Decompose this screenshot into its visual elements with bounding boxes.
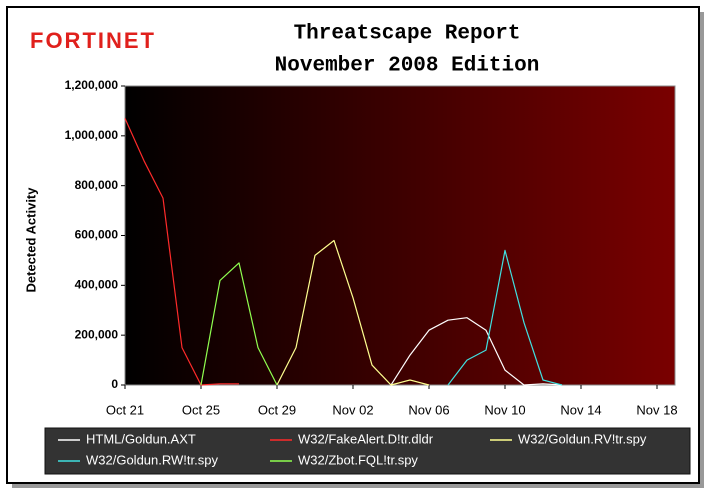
brand-logo: FORTINET bbox=[30, 28, 156, 53]
x-tick-label: Nov 02 bbox=[332, 402, 373, 417]
series-line bbox=[124, 118, 239, 386]
series-line bbox=[276, 239, 430, 386]
legend-label: W32/Goldun.RW!tr.spy bbox=[86, 452, 218, 467]
legend-label: W32/Zbot.FQL!tr.spy bbox=[298, 452, 418, 467]
x-tick-label: Nov 06 bbox=[408, 402, 449, 417]
x-tick-label: Nov 10 bbox=[484, 402, 525, 417]
y-tick-label: 600,000 bbox=[75, 228, 119, 242]
x-tick-label: Oct 21 bbox=[106, 402, 144, 417]
x-tick-label: Oct 29 bbox=[258, 402, 296, 417]
y-tick-label: 1,000,000 bbox=[65, 128, 119, 142]
y-tick-label: 400,000 bbox=[75, 278, 119, 292]
legend-label: HTML/Goldun.AXT bbox=[86, 431, 196, 446]
y-tick-label: 1,200,000 bbox=[65, 78, 119, 92]
y-tick-label: 800,000 bbox=[75, 178, 119, 192]
chart-subtitle: November 2008 Edition bbox=[275, 55, 540, 78]
legend-label: W32/Goldun.RV!tr.spy bbox=[518, 431, 647, 446]
y-axis-label: Detected Activity bbox=[23, 187, 38, 293]
y-tick-label: 0 bbox=[111, 377, 118, 391]
y-tick-label: 200,000 bbox=[75, 327, 119, 341]
x-tick-label: Oct 25 bbox=[182, 402, 220, 417]
legend bbox=[44, 427, 691, 475]
series-line bbox=[447, 249, 563, 386]
chart-title: Threatscape Report bbox=[294, 23, 521, 46]
x-tick-label: Nov 14 bbox=[560, 402, 601, 417]
x-tick-label: Nov 18 bbox=[636, 402, 677, 417]
plot-area bbox=[124, 85, 676, 386]
series-line bbox=[200, 262, 278, 386]
series-line bbox=[390, 317, 563, 386]
legend-label: W32/FakeAlert.D!tr.dldr bbox=[298, 431, 434, 446]
